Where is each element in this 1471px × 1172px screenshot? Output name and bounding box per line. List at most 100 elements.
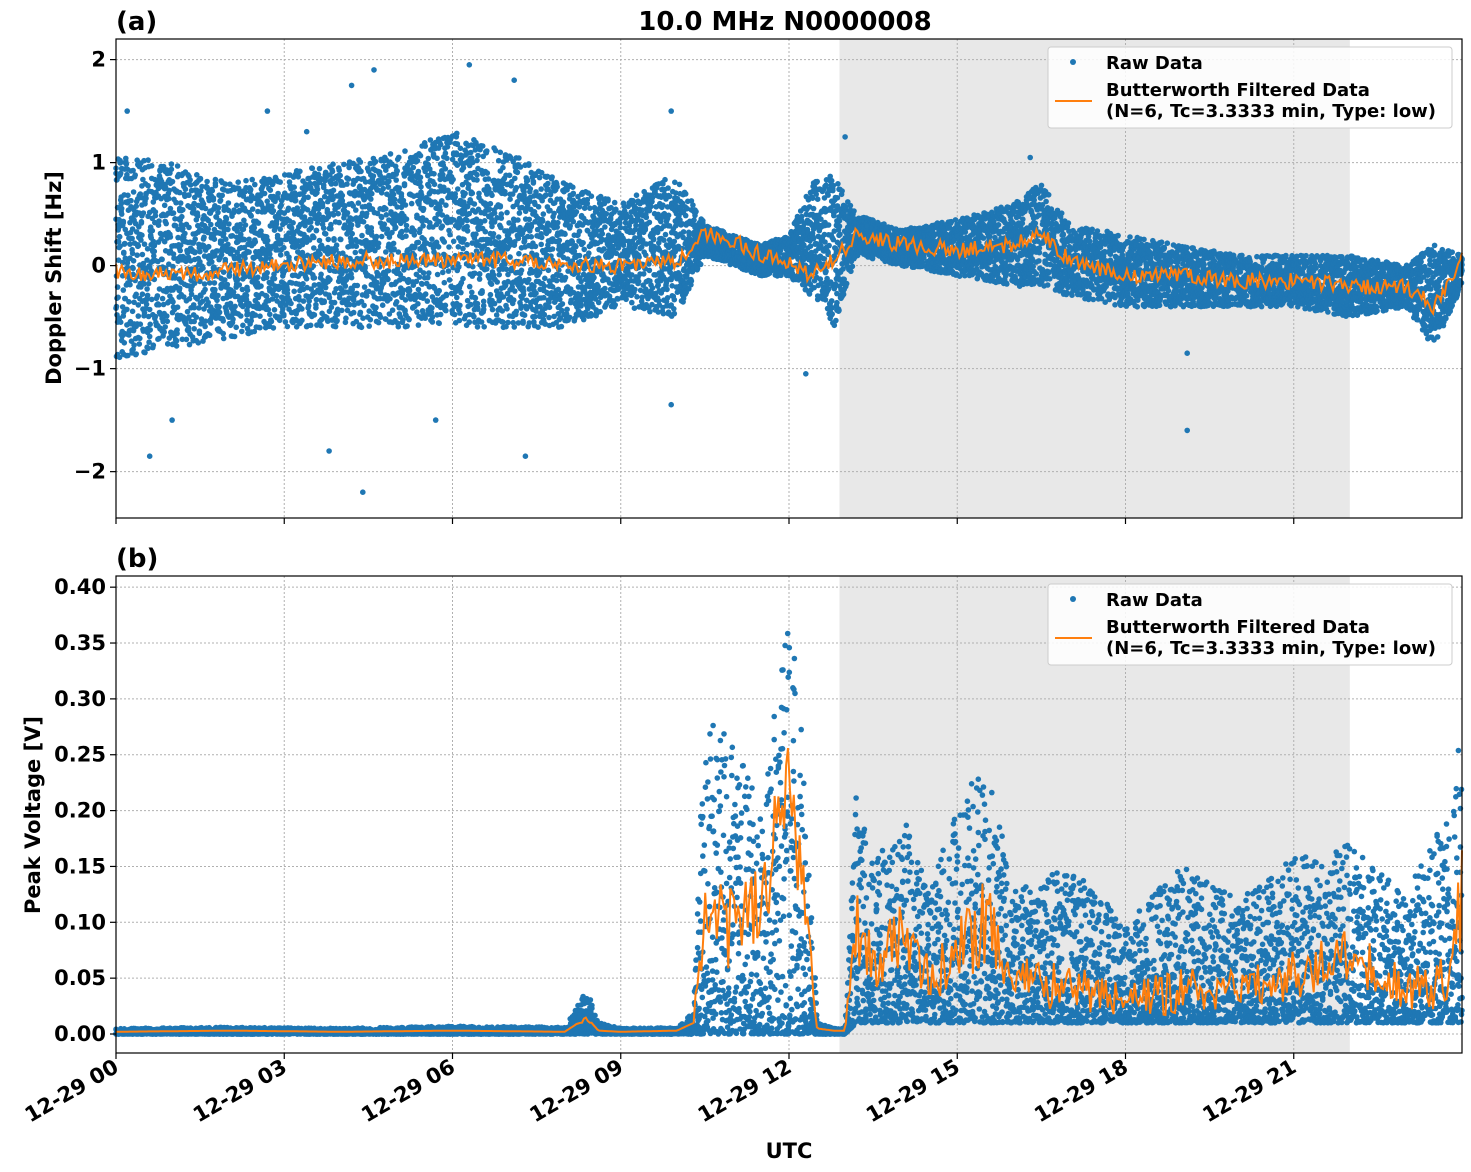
raw-data-point — [338, 236, 344, 243]
raw-data-point — [396, 154, 402, 161]
raw-data-point — [129, 226, 136, 232]
raw-data-point — [164, 313, 170, 319]
raw-data-point — [475, 152, 481, 159]
raw-data-point — [360, 219, 367, 225]
raw-data-point — [148, 296, 155, 303]
raw-data-point — [632, 286, 638, 293]
raw-data-point — [541, 283, 548, 289]
raw-data-point — [140, 210, 147, 216]
raw-data-point — [139, 291, 146, 298]
raw-data-point — [116, 354, 123, 361]
raw-data-point — [212, 286, 218, 293]
raw-data-point — [578, 303, 584, 309]
raw-data-point — [191, 326, 197, 332]
raw-data-point — [135, 313, 142, 319]
raw-data-point — [629, 299, 635, 306]
raw-data-point — [526, 216, 533, 223]
raw-data-point — [122, 240, 128, 247]
raw-data-point — [281, 244, 287, 251]
raw-data-point — [688, 278, 695, 284]
raw-data-point — [173, 343, 180, 349]
raw-data-point — [148, 163, 155, 169]
raw-data-point — [671, 296, 678, 303]
raw-data-point — [401, 181, 408, 187]
raw-data-point — [115, 294, 121, 301]
raw-data-point — [225, 200, 232, 206]
raw-data-point — [303, 276, 310, 282]
raw-data-point — [387, 296, 393, 302]
raw-data-point — [151, 242, 158, 248]
raw-data-point — [473, 231, 479, 237]
raw-data-point — [530, 180, 537, 186]
raw-data-point — [330, 212, 337, 218]
raw-data-point — [226, 273, 233, 279]
raw-data-point — [273, 293, 280, 299]
raw-data-point — [384, 226, 391, 233]
raw-data-point — [339, 307, 345, 314]
raw-data-point — [288, 300, 294, 307]
raw-data-point — [232, 303, 238, 310]
raw-data-point — [542, 275, 548, 282]
raw-data-point — [368, 196, 374, 202]
raw-data-point — [220, 330, 226, 337]
raw-data-point — [500, 164, 506, 171]
raw-data-point — [246, 249, 252, 255]
raw-data-point — [443, 307, 449, 314]
raw-data-point — [400, 317, 406, 323]
raw-data-point — [127, 241, 133, 247]
raw-data-point — [176, 285, 183, 292]
raw-data-point — [541, 311, 548, 318]
raw-data-point — [443, 291, 450, 298]
raw-data-point — [562, 231, 568, 237]
raw-data-point — [496, 271, 503, 278]
raw-data-point — [558, 323, 565, 330]
raw-data-point — [311, 275, 318, 281]
raw-data-point — [124, 306, 130, 313]
raw-data-point — [161, 202, 168, 209]
raw-data-point — [456, 317, 463, 324]
raw-data-point — [431, 171, 437, 177]
raw-data-point — [521, 312, 528, 319]
raw-data-point — [192, 236, 198, 242]
raw-data-point — [580, 316, 587, 323]
raw-data-point — [239, 328, 245, 335]
raw-data-point — [424, 298, 431, 304]
raw-data-point — [159, 295, 166, 302]
raw-data-point — [319, 200, 326, 207]
raw-data-point — [196, 330, 203, 337]
raw-data-point — [118, 211, 125, 217]
raw-data-point — [180, 207, 186, 213]
raw-data-point — [549, 174, 555, 180]
raw-data-point — [145, 280, 152, 287]
raw-data-point — [632, 235, 638, 241]
raw-data-point — [316, 165, 323, 172]
raw-data-point — [642, 227, 649, 233]
raw-data-point — [243, 177, 249, 184]
raw-data-point — [506, 172, 513, 179]
raw-data-point — [121, 250, 127, 256]
raw-data-point — [152, 313, 159, 320]
raw-data-point — [386, 178, 392, 184]
raw-data-point — [197, 248, 203, 255]
raw-data-point — [236, 282, 243, 288]
raw-data-point — [141, 281, 147, 287]
raw-data-point — [478, 319, 485, 325]
raw-data-point — [526, 161, 532, 167]
raw-data-point — [392, 224, 399, 231]
raw-data-point — [201, 281, 208, 287]
raw-data-point — [145, 157, 151, 163]
raw-data-point — [179, 213, 185, 220]
raw-data-point — [535, 204, 542, 210]
raw-data-point — [648, 203, 654, 210]
raw-data-point — [146, 333, 153, 340]
raw-data-point — [361, 284, 368, 290]
raw-data-point — [318, 322, 324, 329]
raw-data-point — [414, 157, 421, 164]
raw-data-point — [327, 276, 333, 283]
raw-data-point — [549, 246, 556, 252]
raw-data-point — [426, 270, 432, 276]
raw-data-point — [383, 206, 389, 212]
raw-data-point — [156, 218, 162, 224]
raw-data-point — [355, 200, 362, 206]
raw-data-point — [494, 279, 501, 285]
